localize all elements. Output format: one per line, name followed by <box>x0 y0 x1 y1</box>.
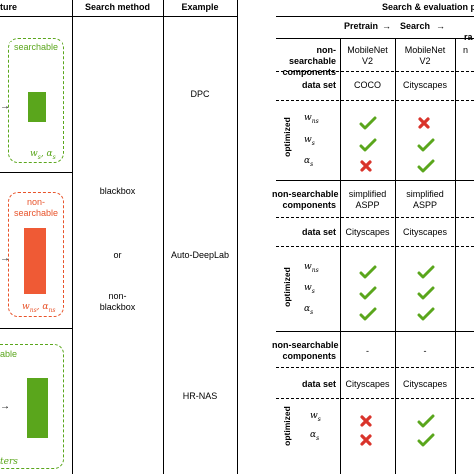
checkmark-icon <box>359 138 377 152</box>
cross-icon <box>359 414 377 428</box>
param-ws-3: ws <box>310 411 321 423</box>
header-search-method: Search method <box>84 2 151 12</box>
arrow-icon: → <box>0 101 10 112</box>
non-searchable-block <box>24 228 46 294</box>
checkmark-icon <box>417 159 435 173</box>
nsc-1-retrain-partial: n <box>463 45 469 55</box>
checkmark-icon <box>417 286 435 300</box>
checkmark-icon <box>417 433 435 447</box>
dataset-3-search: Cityscapes <box>402 379 447 389</box>
dataset-label-1: data set <box>301 80 336 90</box>
hybrid-params: ters <box>0 457 18 467</box>
nsc-3-search: - <box>423 346 427 356</box>
param-wns-1: wns <box>304 113 319 125</box>
param-as-3: αs <box>310 430 320 442</box>
param-as-2: αs <box>304 304 314 316</box>
nsc-3-pretrain: - <box>366 346 369 356</box>
cross-icon <box>417 116 435 130</box>
optimized-label-2: optimized <box>282 267 292 307</box>
checkmark-icon <box>359 265 377 279</box>
hybrid-label: able <box>0 349 18 360</box>
hybrid-box <box>0 344 64 469</box>
method-or: or <box>113 250 122 260</box>
non-searchable-box <box>8 192 64 317</box>
arrow-icon: → <box>0 401 10 412</box>
checkmark-icon <box>417 307 435 321</box>
searchable-label: searchable <box>10 42 62 53</box>
non-searchable-label: non- searchable <box>14 197 59 219</box>
optimized-label-1: optimized <box>282 117 292 157</box>
searchable-params: ws, αs <box>30 149 56 161</box>
header-example: Example <box>181 2 219 12</box>
right-title: Search & evaluation p <box>382 2 474 12</box>
cross-icon <box>359 159 377 173</box>
method-non: non- <box>108 291 127 301</box>
checkmark-icon <box>359 307 377 321</box>
checkmark-icon <box>417 138 435 152</box>
header-structure: ture <box>0 2 18 12</box>
example-dpc: DPC <box>190 89 210 99</box>
searchable-block <box>28 92 46 122</box>
nsc-1-pretrain: MobileNet V2 <box>347 45 388 66</box>
nsc-1-search: MobileNet V2 <box>404 45 446 66</box>
param-ws-2: ws <box>304 283 315 295</box>
checkmark-icon <box>359 116 377 130</box>
hybrid-block <box>27 378 48 438</box>
pretrain-header: Pretrain <box>344 21 379 31</box>
method-blackbox: blackbox <box>99 186 136 196</box>
checkmark-icon <box>417 265 435 279</box>
dataset-1-pretrain: COCO <box>354 80 381 90</box>
searchable-box <box>8 38 64 163</box>
nsc-label-2: non-searchable components <box>272 189 339 210</box>
optimized-label-3: optimized <box>282 406 292 446</box>
dataset-1-search: Cityscapes <box>402 80 447 90</box>
param-ws-1: ws <box>304 135 315 147</box>
dataset-label-3: data set <box>301 379 336 389</box>
dataset-2-pretrain: Cityscapes <box>345 227 390 237</box>
dataset-2-search: Cityscapes <box>402 227 447 237</box>
param-wns-2: wns <box>304 262 319 274</box>
search-header: Search <box>400 21 431 31</box>
checkmark-icon <box>359 286 377 300</box>
nsc-label-3: non-searchable components <box>272 340 339 361</box>
example-auto-deeplab: Auto-DeepLab <box>170 250 230 260</box>
retrain-header-partial: ra <box>464 32 473 42</box>
example-hr-nas: HR-NAS <box>182 391 218 401</box>
arrow-icon: → <box>436 21 445 31</box>
method-blackbox-2: blackbox <box>99 302 136 312</box>
non-searchable-params: wns, αns <box>22 302 56 314</box>
arrow-icon: → <box>382 21 391 31</box>
param-as-1: αs <box>304 156 314 168</box>
nsc-label-1: non-searchable components <box>282 45 336 77</box>
cross-icon <box>359 433 377 447</box>
nsc-2-pretrain: simplified ASPP <box>348 189 387 210</box>
checkmark-icon <box>417 414 435 428</box>
nsc-2-search: simplified ASPP <box>406 189 444 210</box>
dataset-label-2: data set <box>301 227 336 237</box>
dataset-3-pretrain: Cityscapes <box>345 379 390 389</box>
arrow-icon: → <box>0 253 10 264</box>
